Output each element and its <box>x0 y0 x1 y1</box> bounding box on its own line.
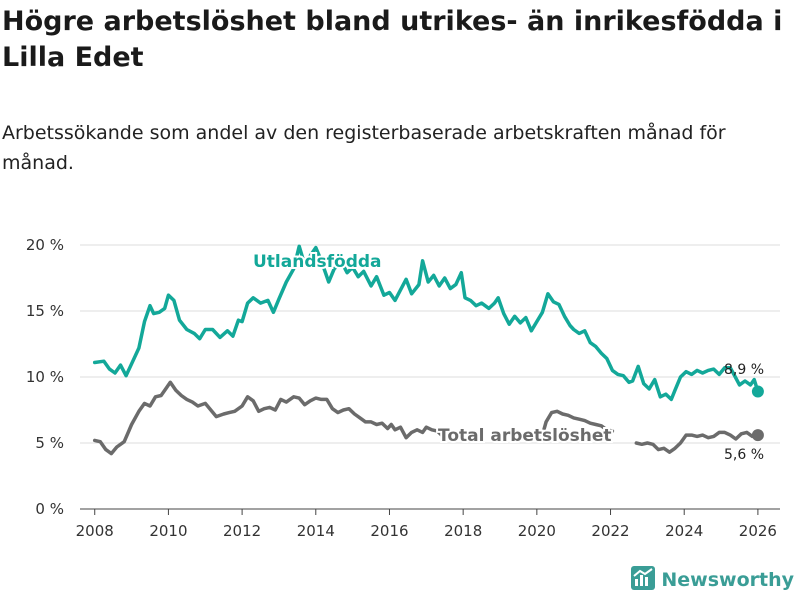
series-line-utlandsfodda <box>92 244 760 402</box>
y-tick-label: 5 % <box>35 434 64 452</box>
chart-title: Högre arbetslöshet bland utrikes- än inr… <box>2 6 783 73</box>
end-label-utlandsfodda: 8,9 % <box>724 362 764 378</box>
series-line-total <box>92 380 445 456</box>
x-tick-label: 2026 <box>739 522 777 540</box>
x-tick-label: 2024 <box>665 522 703 540</box>
x-tick-label: 2010 <box>149 522 187 540</box>
series-line-total <box>540 409 615 437</box>
newsworthy-brand-name: Newsworthy <box>661 569 794 591</box>
label-layer: Utlandsfödda Total arbetslöshet 8,9 % 5,… <box>251 250 764 463</box>
series-layer <box>92 244 764 456</box>
chart-subtitle: Arbetssökande som andel av den registerb… <box>2 122 726 174</box>
y-axis: 0 % 5 % 10 % 15 % 20 % <box>26 236 64 518</box>
x-tick-label: 2022 <box>591 522 629 540</box>
y-tick-label: 10 % <box>26 368 64 386</box>
x-tick-label: 2020 <box>518 522 556 540</box>
newsworthy-logo-icon <box>631 566 656 594</box>
y-tick-label: 20 % <box>26 236 64 254</box>
series-label-utlandsfodda: Utlandsfödda <box>253 252 382 272</box>
x-tick-label: 2018 <box>444 522 482 540</box>
end-label-total: 5,6 % <box>724 447 764 463</box>
series-label-total: Total arbetslöshet <box>438 426 612 446</box>
series-end-marker-total <box>751 429 764 442</box>
series-end-marker-utlandsfodda <box>751 385 764 398</box>
x-tick-label: 2016 <box>370 522 408 540</box>
x-tick-label: 2008 <box>76 522 114 540</box>
x-tick-label: 2012 <box>223 522 261 540</box>
grid-lines <box>80 244 780 510</box>
series-line-total <box>634 430 760 454</box>
newsworthy-brand: Newsworthy <box>631 566 794 594</box>
y-tick-label: 0 % <box>35 500 64 518</box>
y-tick-label: 15 % <box>26 302 64 320</box>
x-tick-label: 2014 <box>297 522 335 540</box>
x-axis: 2008 2010 2012 2014 2016 2018 2020 2022 2024 2026 <box>76 509 777 540</box>
